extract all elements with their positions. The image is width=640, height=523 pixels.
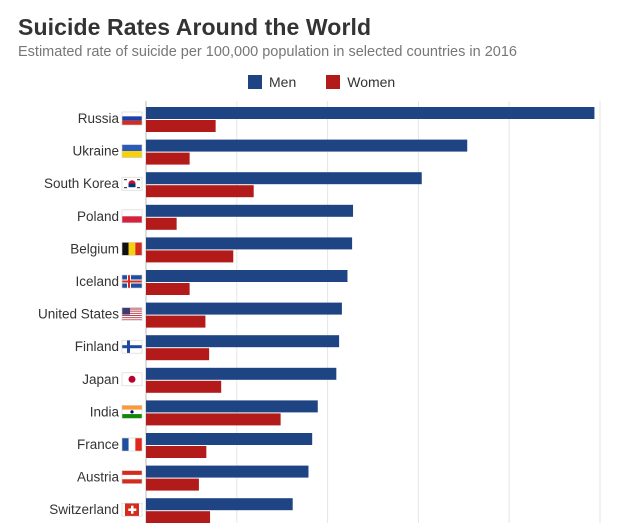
bar-women-austria [146,478,199,491]
flag-at-icon [121,470,143,484]
flag-jp-icon [121,372,143,387]
legend-item-women: Women [326,74,395,90]
bar-men-finland [146,335,340,348]
bar-women-france [146,446,207,458]
bar-men-south-korea [146,172,422,185]
bar-women-south-korea [146,185,254,198]
bar-men-poland [146,204,354,217]
category-label: United States [38,307,119,322]
bar-women-poland [146,217,177,230]
flag-ch-icon [121,502,143,517]
bar-men-ukraine [146,139,468,152]
category-label: Russia [78,111,120,126]
category-label: Japan [82,372,119,387]
category-label: Belgium [70,241,119,256]
legend-swatch-men [248,75,262,89]
category-label: Poland [77,209,119,224]
bar-men-switzerland [146,498,293,511]
flag-ua-icon [121,144,143,158]
bar-women-united-states [146,315,206,328]
bar-men-belgium [146,237,353,250]
category-label: South Korea [44,176,120,191]
bar-women-ukraine [146,152,190,165]
flag-be-icon [121,242,143,256]
category-label: France [77,437,119,452]
bar-men-france [146,433,313,445]
legend-label-women: Women [347,74,396,90]
category-label: Finland [75,339,119,354]
category-label: Ukraine [72,144,119,159]
bar-women-belgium [146,250,234,263]
bar-men-iceland [146,270,348,282]
bar-men-japan [146,367,337,380]
legend: Men Women [248,74,415,90]
bar-men-india [146,400,318,413]
flag-kr-icon [121,176,143,191]
flag-fi-icon [121,339,143,354]
bar-women-india [146,413,281,426]
bar-women-japan [146,380,222,393]
chart-subtitle: Estimated rate of suicide per 100,000 po… [18,44,517,60]
flag-us-icon [121,307,143,321]
bar-women-finland [146,348,210,361]
bar-women-iceland [146,283,190,295]
bar-men-russia [146,107,595,119]
flag-fr-icon [121,437,143,452]
chart-title: Suicide Rates Around the World [18,14,372,40]
flag-pl-icon [121,209,143,224]
legend-label-men: Men [269,74,297,90]
bar-women-switzerland [146,511,211,523]
bar-women-russia [146,120,216,132]
legend-swatch-women [326,75,341,89]
category-label: Iceland [75,274,119,289]
category-label: India [90,404,120,419]
legend-item-men: Men [248,74,296,90]
bar-men-united-states [146,302,342,315]
bar-men-austria [146,465,309,478]
category-label: Austria [77,470,120,485]
flag-ru-icon [121,111,143,126]
flag-is-icon [121,274,143,289]
flag-in-icon [121,405,143,419]
category-label: Switzerland [49,502,119,517]
